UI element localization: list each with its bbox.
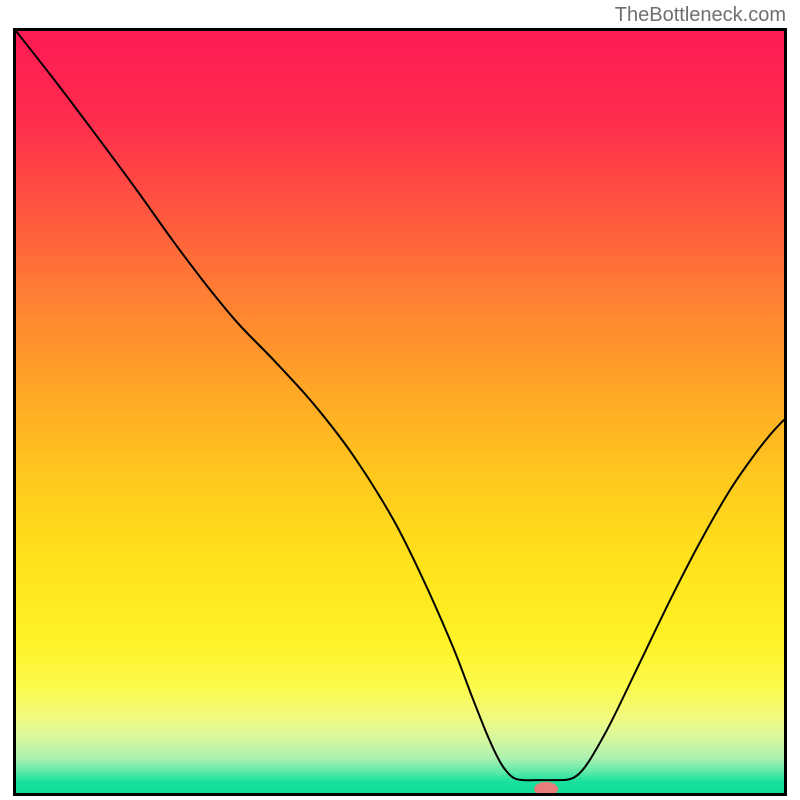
min-marker-ellipse bbox=[534, 782, 558, 796]
min-marker-icon bbox=[531, 779, 561, 796]
chart-frame bbox=[13, 28, 787, 796]
watermark-text: TheBottleneck.com bbox=[615, 4, 786, 27]
chart-background-gradient bbox=[16, 31, 784, 793]
